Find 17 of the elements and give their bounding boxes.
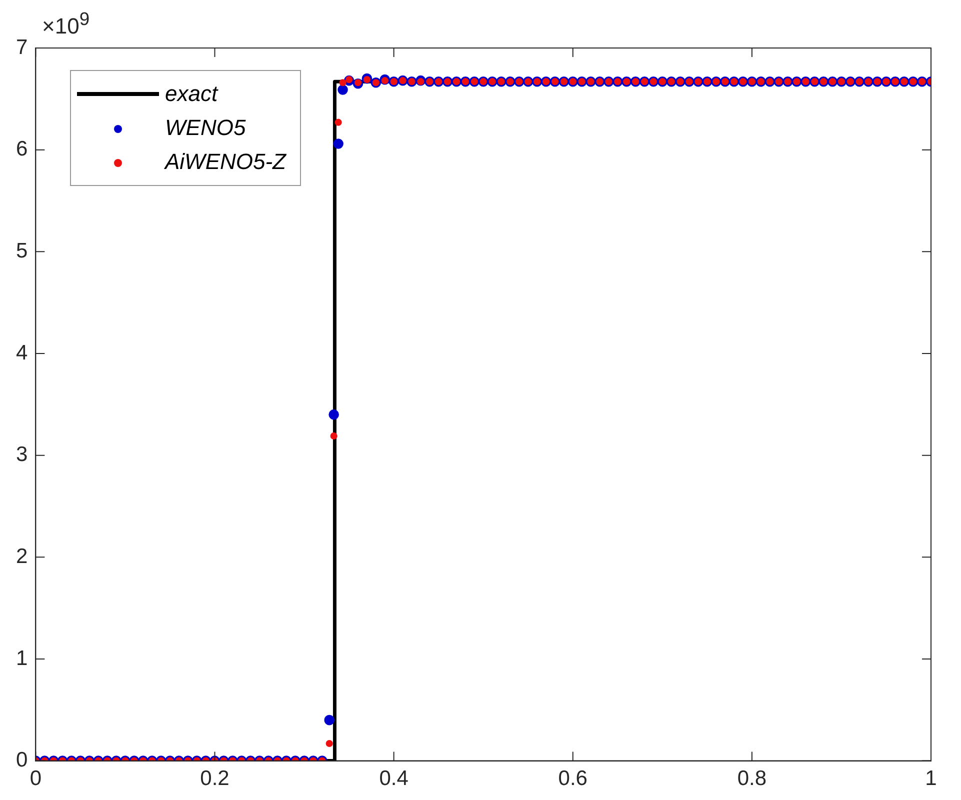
- y-tick-label: 5: [16, 239, 28, 262]
- text: ×10$^{9}$: [42, 8, 90, 40]
- x-tick-label: 0.6: [558, 767, 588, 790]
- y-tick-label: 0: [16, 748, 28, 772]
- y-tick-label: 4: [16, 341, 28, 364]
- legend-label: AiWENO5-Z: [165, 148, 286, 176]
- y-tick-label: 1: [16, 646, 28, 670]
- x-tick-label: 0.2: [200, 767, 230, 790]
- legend-label: WENO5: [165, 114, 246, 142]
- y-tick-label: 7: [16, 36, 28, 59]
- x-tick-label: 1: [925, 767, 937, 790]
- x-tick-label: 0.8: [737, 767, 767, 790]
- legend-label: exact: [165, 80, 218, 108]
- y-tick-label: 3: [16, 443, 28, 466]
- y-tick-label: 6: [16, 138, 28, 161]
- x-tick-label: 0.4: [379, 767, 409, 790]
- y-tick-label: 2: [16, 544, 28, 568]
